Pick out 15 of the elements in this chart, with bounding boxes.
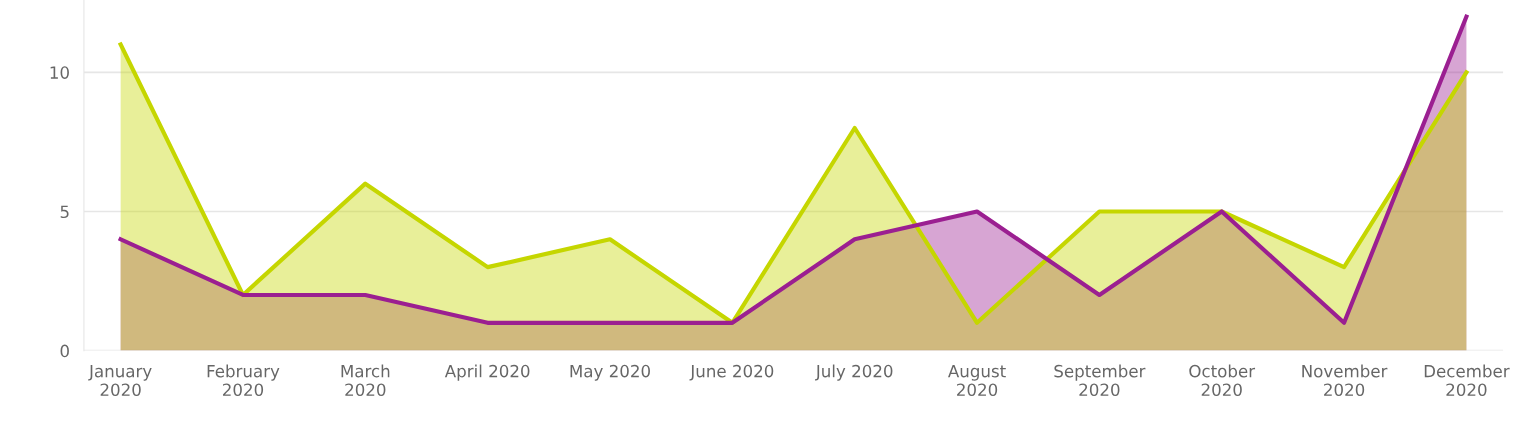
x-tick-label: May 2020 — [570, 364, 650, 381]
x-tick-label: August 2020 — [948, 365, 1006, 397]
y-tick-label: 5 — [60, 205, 69, 219]
x-tick-label: October 2020 — [1189, 364, 1256, 397]
x-tick-label: July 2020 — [814, 364, 893, 381]
x-tick-label: January 2020 — [88, 365, 152, 397]
x-tick-label: November 2020 — [1302, 364, 1388, 397]
x-tick-label: March 2020 — [341, 364, 390, 397]
y-tick-label: 10 — [50, 66, 69, 79]
y-tick-label: 0 — [60, 344, 69, 358]
x-tick-label: September 2020 — [1054, 364, 1146, 397]
x-tick-label: December 2020 — [1424, 364, 1510, 397]
x-tick-label: April 2020 — [444, 364, 530, 381]
x-tick-label: June 2020 — [689, 364, 774, 381]
x-tick-label: February 2020 — [207, 364, 280, 397]
